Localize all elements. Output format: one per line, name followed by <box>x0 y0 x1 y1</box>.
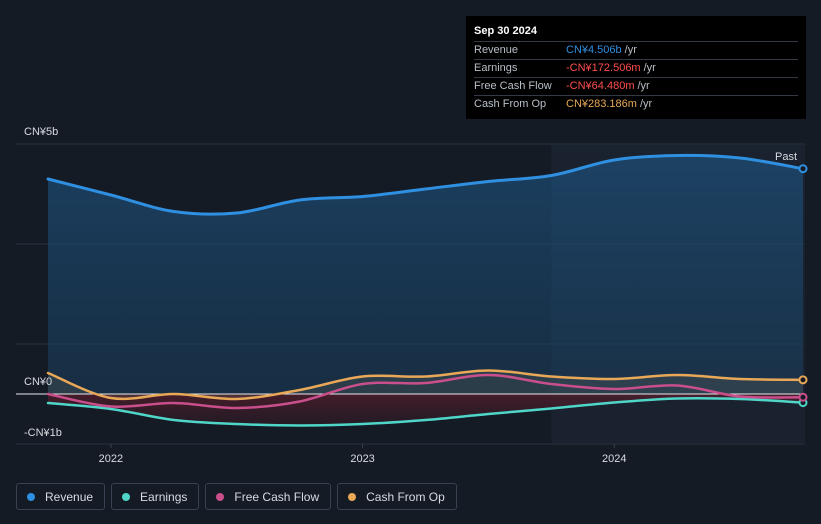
legend-label: Cash From Op <box>366 489 445 504</box>
legend-item-cash-from-op[interactable]: Cash From Op <box>337 483 457 510</box>
tooltip-panel: Sep 30 2024 Revenue CN¥4.506b/yr Earnings -… <box>466 16 806 119</box>
legend-item-revenue[interactable]: Revenue <box>16 483 106 510</box>
legend-label: Revenue <box>45 489 94 504</box>
legend-dot-icon <box>216 492 225 501</box>
tooltip-date: Sep 30 2024 <box>474 25 537 37</box>
earnings-line <box>46 396 805 427</box>
cash-from-op-area <box>48 370 803 400</box>
x-axis-ticks: 2022 2023 2024 <box>99 444 626 465</box>
series-endpoints <box>798 164 808 408</box>
legend-dot-icon <box>27 492 35 501</box>
x-tick-label: 2022 <box>99 453 123 465</box>
legend-label: Earnings <box>140 489 188 504</box>
tooltip-row: Cash From Op CN¥283.186m/yr <box>474 95 798 113</box>
y-label-top: CN¥5b <box>24 126 58 138</box>
series-lines <box>46 153 805 427</box>
tooltip-label: Earnings <box>474 62 518 74</box>
legend-item-free-cash-flow[interactable]: Free Cash Flow <box>205 483 332 510</box>
legend-dot-icon <box>348 492 357 501</box>
tooltip-value: -CN¥172.506m <box>566 62 641 74</box>
tooltip-row: Revenue CN¥4.506b/yr <box>474 41 798 59</box>
free-cash-flow-line <box>46 373 805 410</box>
tooltip-row: Earnings -CN¥172.506m/yr <box>474 59 798 77</box>
legend: Revenue Earnings Free Cash Flow Cash From O… <box>16 483 457 510</box>
tooltip-row: Free Cash Flow -CN¥64.480m/yr <box>474 77 798 95</box>
x-tick-label: 2023 <box>350 453 374 465</box>
revenue-endpoint <box>798 164 808 174</box>
tooltip-unit: /yr <box>637 80 650 92</box>
tooltip-unit: /yr <box>639 98 653 110</box>
tooltip-label: Revenue <box>474 44 519 56</box>
x-tick-label: 2024 <box>602 453 626 465</box>
cash-from-op-endpoint <box>798 375 808 385</box>
tooltip-unit: /yr <box>624 44 637 56</box>
cash-from-op-line <box>46 369 805 401</box>
tooltip-label: Cash From Op <box>474 98 547 110</box>
tooltip-label: Free Cash Flow <box>474 80 552 92</box>
tooltip-value: -CN¥64.480m <box>566 80 635 92</box>
legend-item-earnings[interactable]: Earnings <box>111 483 200 510</box>
tooltip-value: CN¥4.506b <box>566 44 622 56</box>
tooltip-value: CN¥283.186m <box>566 98 637 110</box>
series-areas <box>48 155 803 426</box>
past-label: Past <box>775 151 797 163</box>
y-label-bottom: -CN¥1b <box>24 427 62 439</box>
tooltip-unit: /yr <box>643 62 656 74</box>
legend-dot-icon <box>122 492 131 501</box>
revenue-area <box>48 155 803 394</box>
y-label-zero: CN¥0 <box>24 376 52 388</box>
revenue-line <box>46 153 805 216</box>
legend-label: Free Cash Flow <box>234 489 320 504</box>
free-cash-flow-endpoint <box>798 392 808 402</box>
